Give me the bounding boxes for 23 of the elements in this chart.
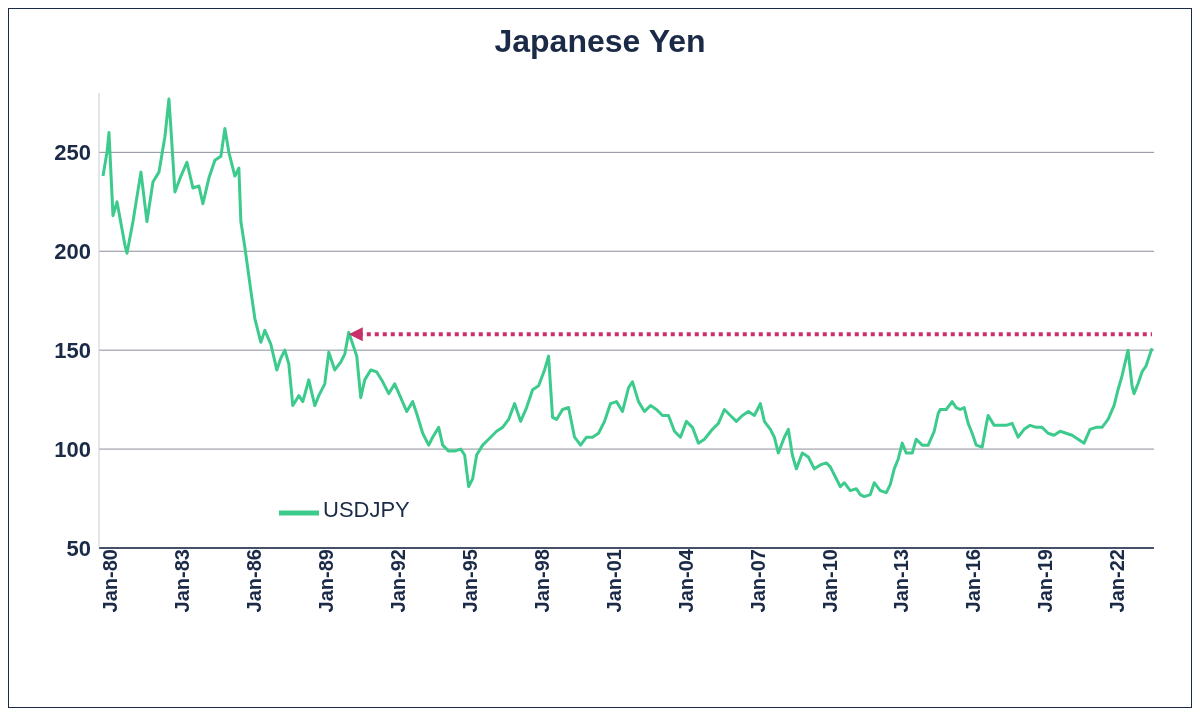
- x-tick-label: Jan-98: [530, 549, 553, 613]
- chart-title: Japanese Yen: [493, 22, 707, 61]
- x-tick-label: Jan-04: [674, 548, 697, 613]
- x-tick-label: Jan-10: [818, 549, 841, 613]
- y-tick-label: 200: [54, 239, 91, 265]
- x-tick-label: Jan-92: [386, 549, 409, 613]
- line-series: [101, 97, 1154, 499]
- x-tick-label: Jan-80: [99, 549, 122, 613]
- x-tick-label: Jan-13: [890, 549, 913, 613]
- x-tick-label: Jan-22: [1106, 549, 1129, 613]
- x-tick-label: Jan-01: [602, 549, 625, 613]
- x-tick-label: Jan-95: [458, 549, 481, 613]
- x-tick-label: Jan-83: [171, 549, 194, 613]
- x-tick-label: Jan-07: [746, 549, 769, 613]
- y-tick-label: 100: [54, 436, 91, 462]
- x-tick-label: Jan-19: [1034, 549, 1057, 613]
- y-tick-label: 150: [54, 337, 91, 363]
- x-tick-label: Jan-86: [243, 549, 266, 613]
- x-tick-label: Jan-89: [314, 549, 337, 613]
- y-tick-label: 50: [66, 535, 91, 561]
- x-tick-label: Jan-16: [962, 549, 985, 613]
- legend-label: USDJPY: [323, 497, 410, 523]
- y-tick-label: 250: [54, 140, 91, 166]
